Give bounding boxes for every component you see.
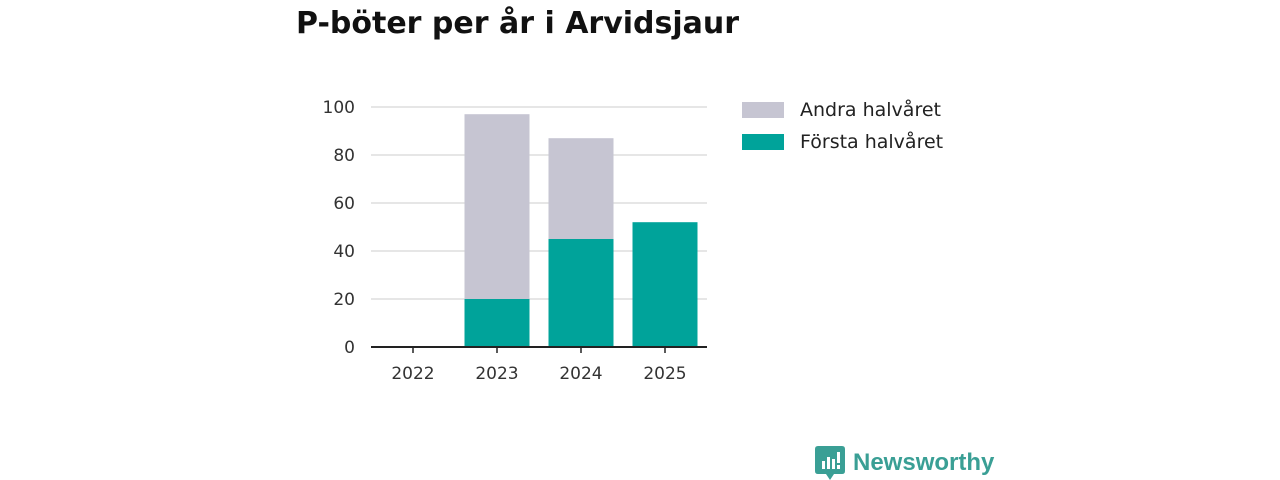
bar-2023-series-0 (464, 299, 530, 347)
legend-item-andra: Andra halvåret (742, 98, 943, 122)
y-tick-label-20: 20 (333, 290, 355, 310)
x-tick-label-2022: 2022 (391, 364, 434, 384)
brand-name: Newsworthy (853, 449, 995, 476)
y-tick-label-40: 40 (333, 242, 355, 262)
legend-swatch-andra (742, 102, 784, 118)
legend-label-forsta: Första halvåret (800, 131, 944, 153)
bar-2025-series-0 (632, 222, 698, 347)
bars (464, 114, 698, 347)
x-tick-label-2023: 2023 (475, 364, 518, 384)
legend-swatch-forsta (742, 134, 784, 150)
y-tick-label-60: 60 (333, 194, 355, 214)
x-tick-label-2025: 2025 (643, 364, 686, 384)
bar-2024-series-0 (548, 239, 614, 347)
brand-logo: Newsworthy (815, 446, 994, 480)
x-tick-label-2024: 2024 (559, 364, 602, 384)
newsworthy-icon (815, 446, 845, 480)
y-tick-label-80: 80 (333, 146, 355, 166)
y-tick-label-0: 0 (344, 338, 355, 358)
bar-2024-series-1 (548, 138, 614, 239)
y-tick-label-100: 100 (323, 98, 355, 118)
legend-item-forsta: Första halvåret (742, 130, 943, 154)
legend-label-andra: Andra halvåret (800, 99, 941, 121)
legend: Andra halvåret Första halvåret (742, 98, 943, 162)
chart-title: P-böter per år i Arvidsjaur (296, 6, 740, 41)
axes: 0 20 40 60 80 100 2022 2023 2024 2025 (323, 98, 707, 384)
bar-2023-series-1 (464, 114, 530, 299)
